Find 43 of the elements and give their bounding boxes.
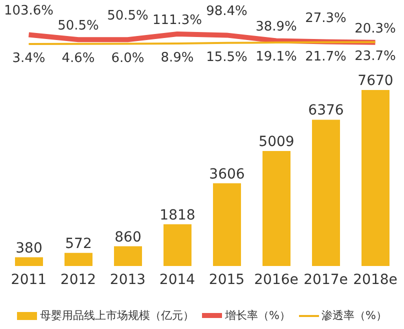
data-label: 20.3% xyxy=(354,21,396,36)
data-label: 50.5% xyxy=(58,18,99,34)
data-label: 23.7% xyxy=(354,49,396,64)
data-label: 111.3% xyxy=(152,13,202,28)
data-label: 5009 xyxy=(258,134,294,150)
x-tick-label: 2018e xyxy=(353,272,398,288)
data-label: 7670 xyxy=(358,73,394,89)
data-label: 19.1% xyxy=(256,50,297,65)
data-label: 38.9% xyxy=(256,20,297,35)
x-tick-label: 2013 xyxy=(110,272,146,288)
data-label: 8.9% xyxy=(160,50,194,66)
legend-label: 母婴用品线上市场规模（亿元） xyxy=(40,308,194,323)
bar xyxy=(312,120,340,266)
legend-label: 增长率（%） xyxy=(225,308,290,323)
data-label: 6376 xyxy=(308,102,344,119)
bar xyxy=(362,90,390,266)
bar xyxy=(213,183,241,266)
data-label: 3.4% xyxy=(12,51,46,66)
x-tick-label: 2011 xyxy=(10,272,47,288)
data-label: 380 xyxy=(16,240,42,256)
data-label: 1818 xyxy=(160,207,196,224)
legend-label: 渗透率（%） xyxy=(322,308,387,323)
data-label: 27.3% xyxy=(305,10,346,26)
x-tick-label: 2015 xyxy=(208,272,245,288)
x-tick-label: 2012 xyxy=(60,272,96,288)
data-label: 4.6% xyxy=(62,50,95,66)
data-label: 860 xyxy=(114,229,142,246)
data-label: 572 xyxy=(65,236,92,252)
bar xyxy=(164,224,192,266)
bar xyxy=(15,257,43,266)
data-label: 6.0% xyxy=(111,50,144,66)
data-label: 15.5% xyxy=(206,50,248,65)
data-label: 21.7% xyxy=(305,49,346,64)
data-label: 98.4% xyxy=(206,4,248,20)
data-label: 50.5% xyxy=(107,8,148,24)
x-tick-label: 2017e xyxy=(304,272,348,288)
x-tick-label: 2014 xyxy=(159,272,196,288)
bar xyxy=(114,246,142,266)
x-tick-label: 2016e xyxy=(254,272,298,288)
data-label: 103.6% xyxy=(4,4,54,19)
data-label: 3606 xyxy=(209,166,245,182)
bar xyxy=(262,151,290,266)
bar xyxy=(64,252,92,266)
